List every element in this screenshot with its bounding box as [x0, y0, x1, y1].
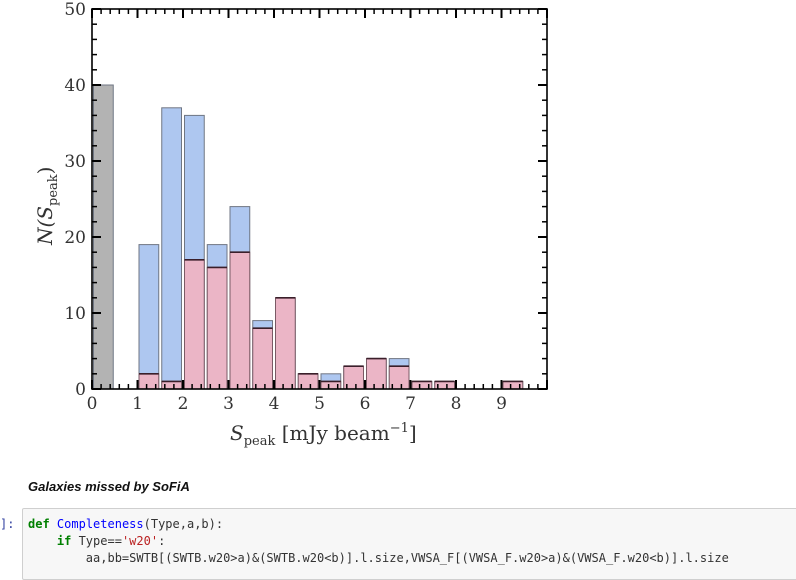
svg-text:50: 50: [64, 0, 86, 20]
keyword-def: def: [28, 517, 50, 531]
bar-blue: [138, 244, 160, 390]
svg-text:7: 7: [405, 394, 416, 414]
code-editor[interactable]: def Completeness(Type,a,b): if Type=='w2…: [28, 516, 729, 567]
svg-text:3: 3: [223, 394, 234, 414]
svg-text:1: 1: [132, 394, 143, 414]
bar-pink: [229, 251, 251, 390]
histogram-chart: 0 1 2 3 4 5 6 7 8 9 0 10 20 30 40 50 Speak [mJy beam−1]…: [33, 0, 548, 449]
svg-text:20: 20: [64, 228, 86, 248]
cell-prompt: ]:: [0, 517, 15, 531]
markdown-heading: Galaxies missed by SoFiA: [28, 479, 190, 494]
code-line-3: aa,bb=SWTB[(SWTB.w20>a)&(SWTB.w20<b)].l.…: [28, 551, 729, 565]
keyword-if: if: [56, 534, 72, 548]
tick-labels: 0 1 2 3 4 5 6 7 8 9 0 10 20 30 40 50: [64, 0, 507, 414]
y-axis-label: N(Speak): [33, 167, 61, 246]
svg-text:5: 5: [314, 394, 325, 414]
svg-text:2: 2: [178, 394, 189, 414]
bar-pink: [252, 327, 273, 390]
code-line-1-rest: (Type,a,b):: [143, 517, 224, 531]
function-name: Completeness: [56, 517, 144, 531]
x-axis-label: Speak [mJy beam−1]: [230, 421, 417, 449]
bar-pink: [184, 259, 205, 390]
code-line-2-mid: Type==: [71, 534, 122, 548]
bars: [93, 84, 524, 390]
svg-text:40: 40: [64, 76, 86, 96]
string-literal: 'w20': [121, 534, 159, 548]
svg-text:10: 10: [64, 304, 86, 324]
svg-text:0: 0: [75, 380, 86, 400]
code-line-2-end: :: [158, 534, 166, 548]
svg-text:9: 9: [496, 394, 507, 414]
svg-text:4: 4: [269, 394, 280, 414]
bar-pink: [206, 266, 228, 390]
bar-blue: [161, 107, 182, 390]
svg-text:0: 0: [87, 394, 98, 414]
plot-frame: [91, 8, 548, 390]
bar-pink: [275, 297, 296, 390]
svg-text:6: 6: [360, 394, 371, 414]
svg-text:8: 8: [451, 394, 462, 414]
axis-ticks: [91, 8, 548, 390]
svg-text:30: 30: [64, 152, 86, 172]
